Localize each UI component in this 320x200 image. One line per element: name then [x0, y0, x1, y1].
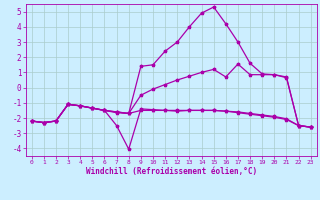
- X-axis label: Windchill (Refroidissement éolien,°C): Windchill (Refroidissement éolien,°C): [86, 167, 257, 176]
